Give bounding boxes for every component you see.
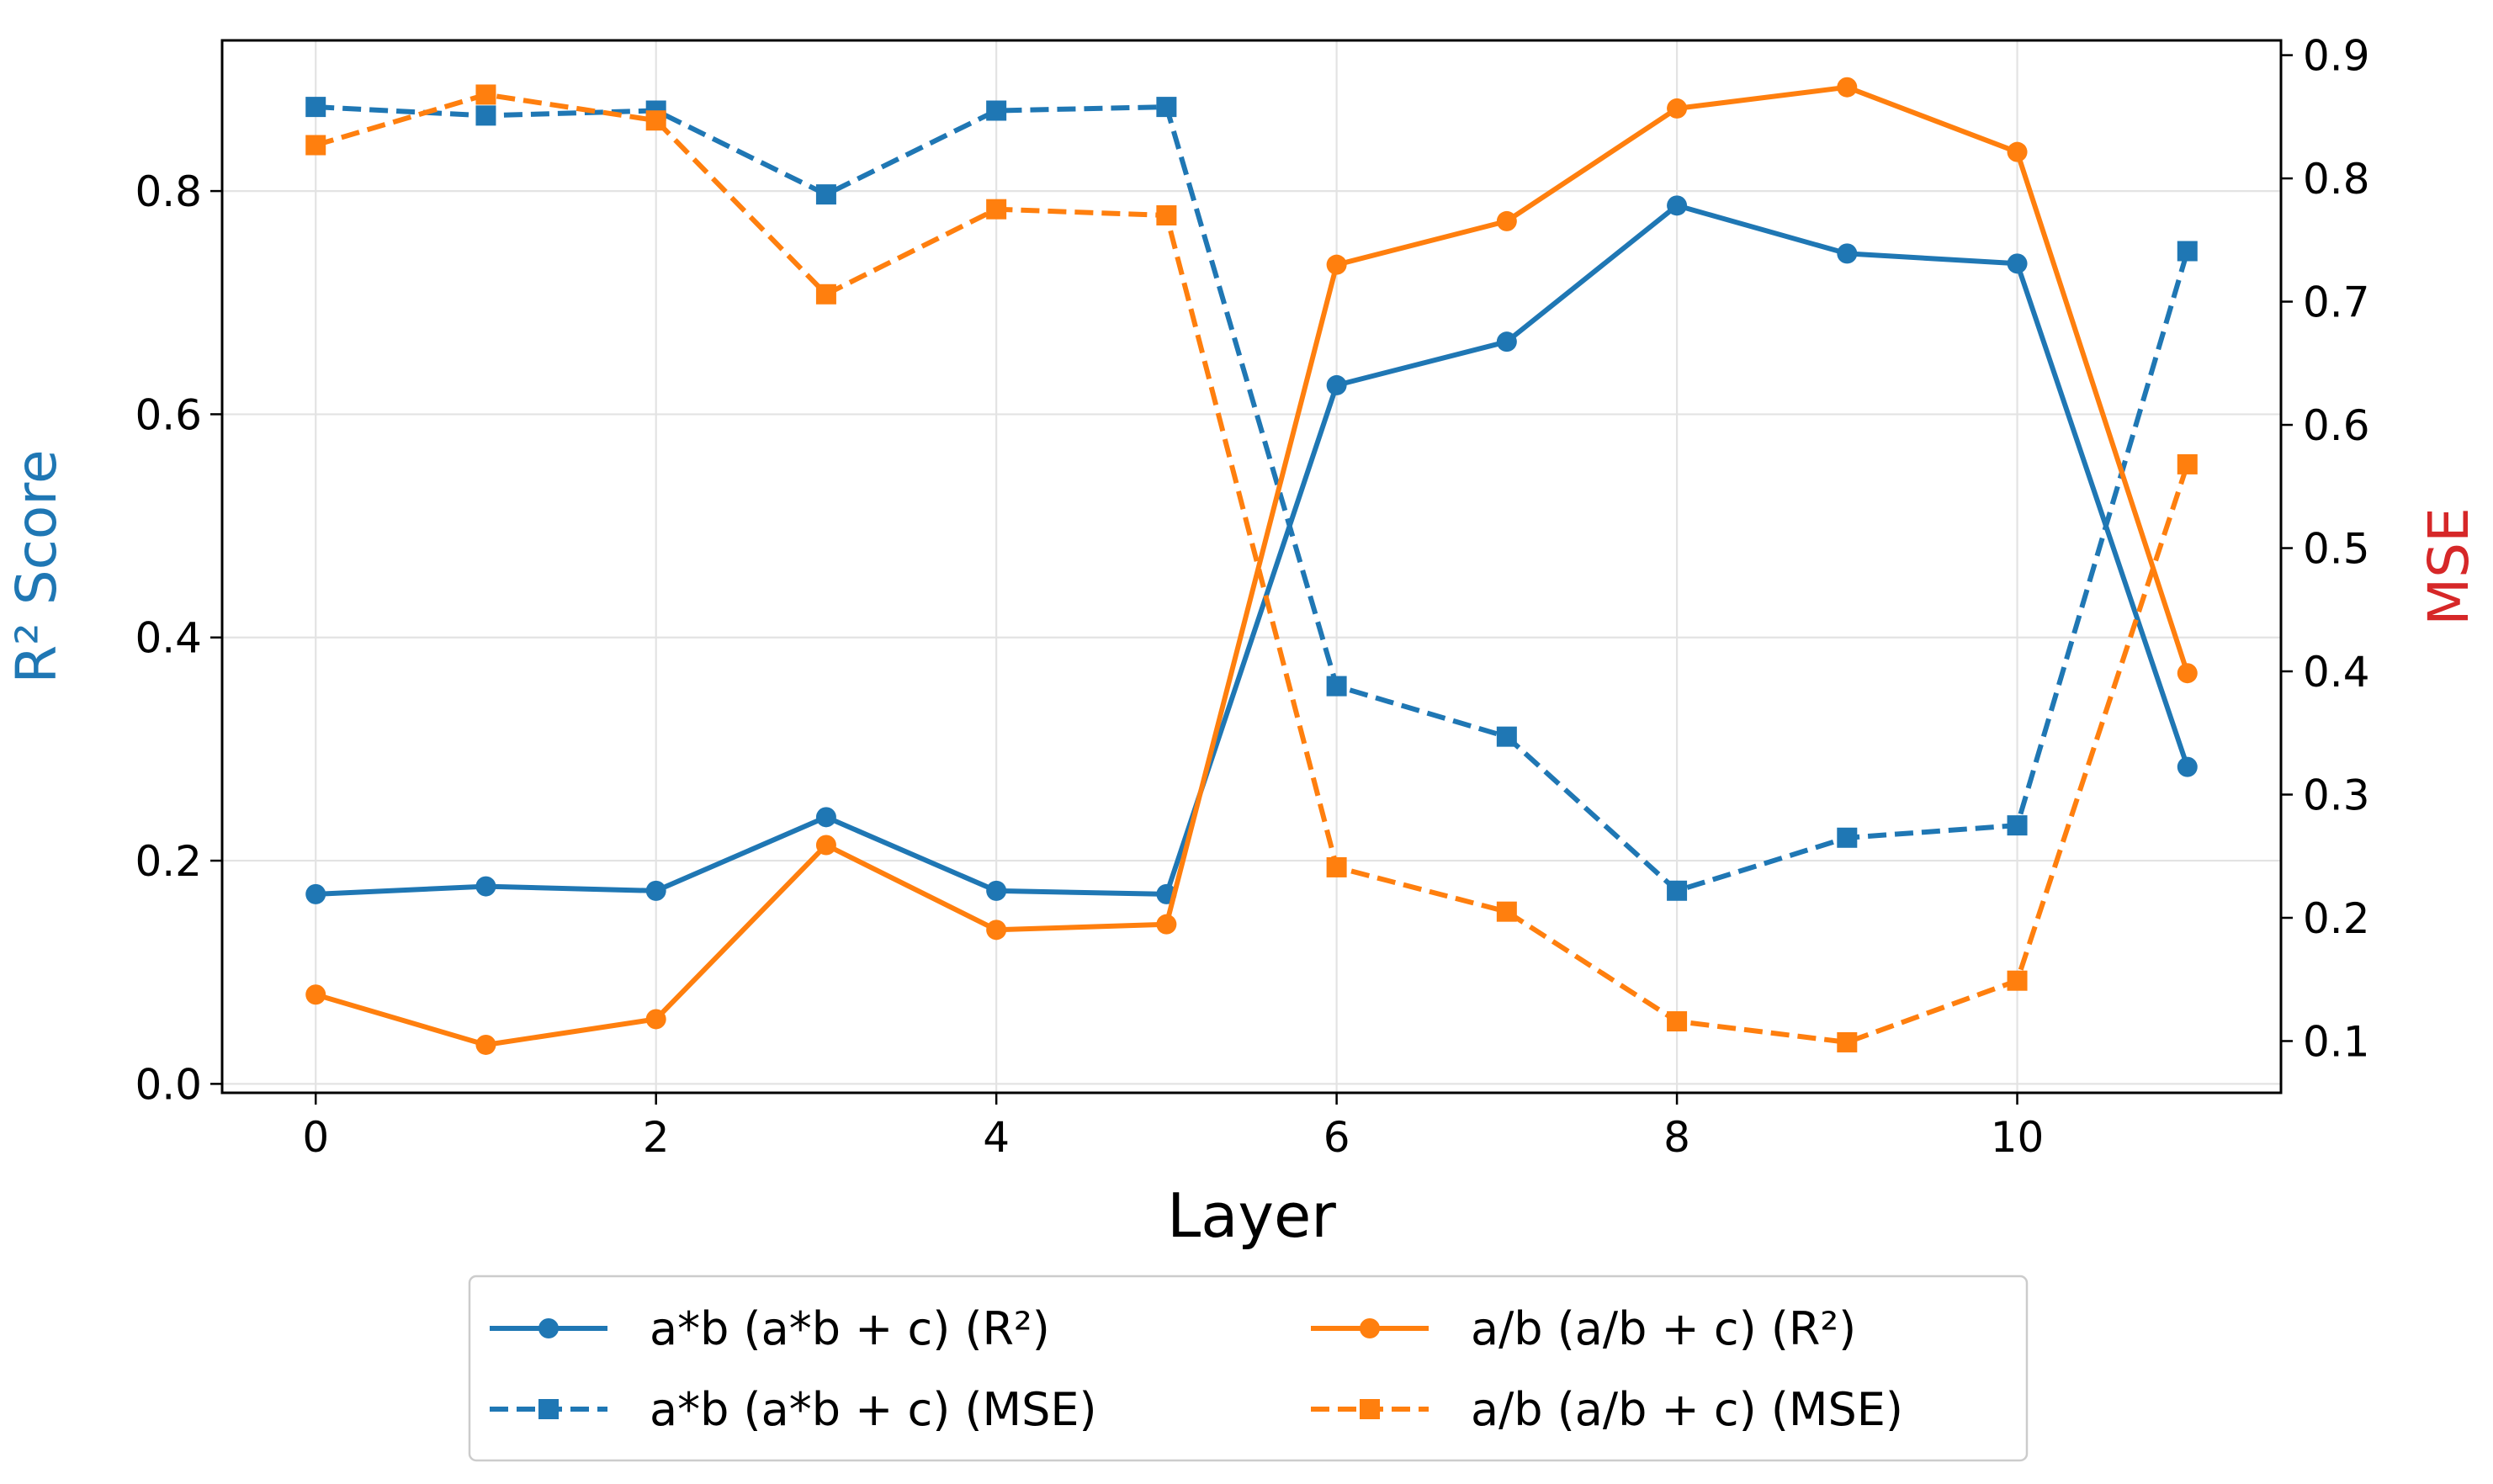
data-point <box>815 807 836 828</box>
series-0 <box>305 195 2198 904</box>
data-point <box>1667 1011 1688 1032</box>
data-point <box>1667 880 1688 901</box>
legend-marker <box>1360 1318 1380 1338</box>
y-right-tick-label: 0.2 <box>2303 894 2370 943</box>
legend-entry: a*b (a*b + c) (MSE) <box>490 1383 1097 1436</box>
data-point <box>2007 253 2028 274</box>
series-line <box>315 84 2190 1047</box>
data-point <box>305 97 326 118</box>
data-point <box>645 110 666 131</box>
data-point <box>305 984 326 1005</box>
data-point <box>305 135 326 156</box>
series-line <box>316 104 2190 893</box>
data-point <box>2007 141 2028 162</box>
legend: a*b (a*b + c) (R²) a/b (a/b + c) (R²) a*b … <box>468 1275 2029 1462</box>
x-axis: 0 2 4 6 8 10 <box>302 1093 2044 1162</box>
plot-frame <box>220 39 2283 1094</box>
data-point <box>986 880 1007 901</box>
data-point <box>1496 210 1517 231</box>
data-point <box>1837 1031 1858 1052</box>
data-point <box>1837 827 1858 848</box>
data-point <box>986 100 1007 121</box>
data-point <box>986 199 1007 220</box>
data-point <box>2177 756 2198 777</box>
legend-label: a*b (a*b + c) (MSE) <box>650 1383 1097 1436</box>
y-left-tick-label: 0.0 <box>135 1060 202 1109</box>
data-point <box>1837 243 1858 264</box>
y-axis-right: 0.1 0.2 0.3 0.4 0.5 0.6 0.7 0.8 0.9 <box>2281 32 2370 1066</box>
data-point <box>475 105 496 126</box>
data-point <box>1156 97 1177 118</box>
data-point <box>645 880 666 901</box>
data-point <box>305 883 326 904</box>
data-point <box>1326 374 1347 395</box>
data-point <box>1156 914 1177 935</box>
legend-entry: a/b (a/b + c) (R²) <box>1311 1302 1856 1355</box>
data-point <box>2177 663 2198 684</box>
grid <box>222 40 2281 1093</box>
x-axis-title: Layer <box>1167 1180 1336 1251</box>
x-tick-label: 4 <box>983 1113 1010 1162</box>
data-point <box>1496 726 1517 747</box>
data-point <box>1667 195 1688 216</box>
legend-entry: a/b (a/b + c) (MSE) <box>1311 1383 1903 1436</box>
series-line <box>315 92 2190 1045</box>
y-axis-left: 0.0 0.2 0.4 0.6 0.8 <box>135 167 222 1109</box>
data-point <box>1326 676 1347 697</box>
y-axis-left-title: R² Score <box>4 449 69 683</box>
x-tick-label: 6 <box>1323 1113 1350 1162</box>
y-right-tick-label: 0.4 <box>2303 648 2370 697</box>
data-point <box>1496 331 1517 352</box>
data-point <box>1837 77 1858 98</box>
series-layer <box>305 77 2198 1055</box>
data-point <box>815 184 836 205</box>
series-3 <box>305 84 2198 1052</box>
data-point <box>645 1009 666 1030</box>
data-point <box>1326 856 1347 877</box>
y-right-tick-label: 0.9 <box>2303 32 2370 81</box>
y-left-tick-label: 0.6 <box>135 390 202 439</box>
data-point <box>986 920 1007 941</box>
x-tick-label: 8 <box>1663 1113 1690 1162</box>
data-point <box>1496 901 1517 922</box>
legend-label: a*b (a*b + c) (R²) <box>650 1302 1050 1355</box>
y-left-tick-label: 0.2 <box>135 837 202 886</box>
y-left-tick-label: 0.4 <box>135 614 202 663</box>
series-2 <box>305 97 2198 901</box>
series-1 <box>305 77 2198 1055</box>
y-right-tick-label: 0.3 <box>2303 771 2370 820</box>
x-tick-label: 2 <box>643 1113 670 1162</box>
series-line <box>316 203 2190 897</box>
data-point <box>1326 254 1347 275</box>
legend-box <box>468 1275 2029 1462</box>
legend-marker <box>1360 1399 1380 1419</box>
data-point <box>815 835 836 856</box>
y-right-tick-label: 0.8 <box>2303 155 2370 204</box>
legend-entry: a*b (a*b + c) (R²) <box>490 1302 1050 1355</box>
data-point <box>1156 205 1177 226</box>
data-point <box>475 876 496 897</box>
data-point <box>475 84 496 105</box>
y-right-tick-label: 0.7 <box>2303 278 2370 327</box>
legend-label: a/b (a/b + c) (MSE) <box>1471 1383 1903 1436</box>
x-tick-label: 0 <box>302 1113 329 1162</box>
data-point <box>475 1034 496 1055</box>
data-point <box>1667 98 1688 119</box>
data-point <box>2007 970 2028 991</box>
y-axis-right-title: MSE <box>2416 507 2481 626</box>
y-right-tick-label: 0.5 <box>2303 525 2370 574</box>
data-point <box>815 284 836 305</box>
legend-marker <box>538 1318 559 1338</box>
data-point <box>2007 815 2028 836</box>
x-tick-label: 10 <box>1991 1113 2045 1162</box>
data-point <box>2177 453 2198 474</box>
data-point <box>2177 241 2198 262</box>
y-left-tick-label: 0.8 <box>135 167 202 216</box>
legend-marker <box>538 1399 559 1419</box>
y-right-tick-label: 0.6 <box>2303 401 2370 450</box>
legend-label: a/b (a/b + c) (R²) <box>1471 1302 1856 1355</box>
y-right-tick-label: 0.1 <box>2303 1017 2370 1066</box>
